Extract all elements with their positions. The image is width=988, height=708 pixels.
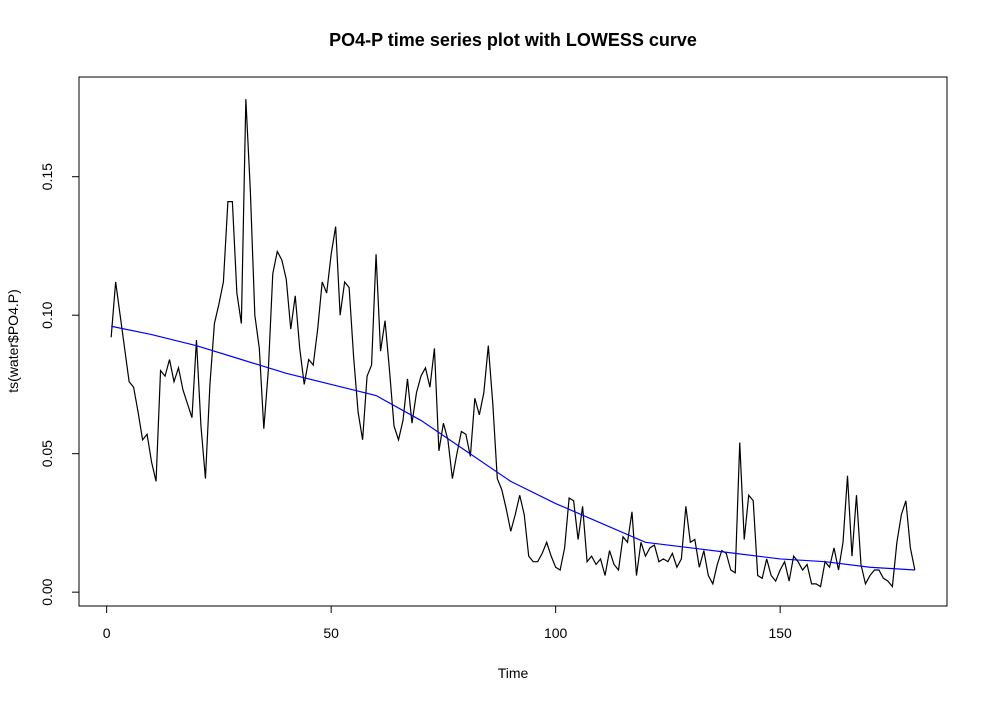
chart-title: PO4-P time series plot with LOWESS curve	[329, 30, 697, 50]
y-tick-label: 0.00	[39, 578, 55, 605]
y-tick-label: 0.10	[39, 301, 55, 328]
y-tick-label: 0.15	[39, 163, 55, 190]
x-tick-label: 0	[103, 625, 111, 641]
x-tick-label: 50	[323, 625, 339, 641]
y-axis-title: ts(water$PO4.P)	[5, 289, 21, 392]
x-tick-label: 150	[768, 625, 792, 641]
y-tick-label: 0.05	[39, 440, 55, 467]
series-line	[110, 99, 916, 589]
x-axis-title: Time	[498, 665, 529, 681]
plot-frame	[78, 76, 948, 607]
series-line	[111, 325, 915, 571]
x-tick-label: 100	[544, 625, 568, 641]
